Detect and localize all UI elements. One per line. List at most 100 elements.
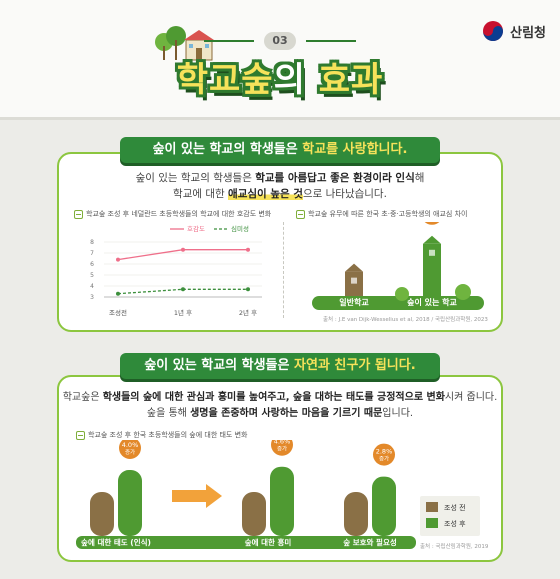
category-label: 숲 보호와 필요성 [343,537,397,547]
bar [90,492,114,536]
data-point [181,287,185,292]
annotation-text: 증가 [277,445,287,453]
bar [423,243,441,296]
s2-l1-a: 학교숲은 [62,392,103,403]
category-label: 숲이 있는 학교 [407,297,457,307]
legend-label: 조성 후 [444,519,466,528]
data-point [181,247,185,252]
s1-l2-a: 학교에 대한 [173,188,229,200]
tree-icon [395,287,409,301]
legend-label: 호감도 [187,225,205,233]
bar [242,492,266,536]
annotation-value: 4.6% [274,440,291,446]
ground-strip [76,536,416,549]
chart3-caption-text: 학교숲 조성 후 한국 초등학생들의 숲에 대한 태도 변화 [88,431,248,439]
logo-text: 산림청 [510,25,546,41]
y-tick-label: 4 [90,283,94,290]
tree-icon [455,284,471,300]
section1-source: 출처 : J.E van Dijk-Wesselius et al, 2018 … [323,317,488,323]
bar-roof [345,263,363,272]
section-number: 03 [200,32,360,50]
header: 산림청 03 학교숲의 효과 [0,0,560,120]
section1-banner: 숲이 있는 학교의 학생들은 학교를 사랑합니다. [120,137,440,163]
bar-window [429,249,435,256]
legend-label: 조성 전 [444,503,466,512]
school-illustration [155,26,214,61]
x-tick-label: 조성전 [109,308,127,317]
category-label: 숲에 대한 태도 (인식) [81,537,151,547]
annotation-text: 증가 [125,448,135,456]
section2-banner-text: 숲이 있는 학교의 학생들은 [144,358,295,373]
data-point [116,257,120,262]
data-point [246,287,250,292]
title-part-2: 의 [273,60,306,100]
legend-swatch [426,518,438,528]
ground-strip [312,296,484,310]
taegeuk-icon [483,21,504,41]
x-tick-label: 1년 후 [174,308,192,317]
page-title: 학교숲의 효과 [160,52,400,101]
divider-right [306,40,356,42]
annotation-bubble [424,222,440,225]
annotation-value: 2.8% [376,448,393,456]
forest-service-logo[interactable]: 산림청 [482,20,546,42]
section1-banner-text: 숲이 있는 학교의 학생들은 [152,142,303,157]
section2-line1: 학교숲은 학생들의 숲에 대한 관심과 흥미를 높여주고, 숲을 대하는 태도를… [60,389,500,406]
document-icon [76,430,85,440]
category-label: 일반학교 [339,297,369,307]
chart2-caption: 학교숲 유무에 따른 한국 초·중·고등학생의 애교심 차이 [296,209,467,219]
section1-line1: 숲이 있는 학교의 학생들은 학교를 아름답고 좋은 환경이라 인식해 [60,170,500,187]
section2-banner: 숲이 있는 학교의 학생들은 자연과 친구가 됩니다. [120,353,440,379]
chart2-caption-text: 학교숲 유무에 따른 한국 초·중·고등학생의 애교심 차이 [308,210,468,218]
y-tick-label: 8 [90,239,94,246]
legend-swatch [426,502,438,512]
annotation-bubble [271,440,293,456]
chart-divider [283,222,284,318]
x-tick-label: 2년 후 [239,308,257,317]
s1-l1-b: 학교를 아름답고 좋은 환경이라 인식 [255,172,415,184]
s2-l2-b: 생명을 존중하며 사랑하는 마음을 기르기 때문 [190,408,383,419]
section1-banner-highlight: 학교를 사랑합니다. [302,142,408,157]
s2-l2-c: 입니다. [382,408,414,419]
y-tick-label: 7 [90,250,94,257]
s2-l1-b: 학생들의 숲에 대한 관심과 흥미를 높여주고, 숲을 대하는 태도를 긍정적으… [102,392,445,403]
y-tick-label: 6 [90,261,94,268]
s1-l1-a: 숲이 있는 학교의 학생들은 [135,172,256,184]
data-point [116,291,120,296]
bar-window [351,277,357,284]
chart1-caption-text: 학교숲 조성 후 네덜란드 초등학생들의 학교에 대한 호감도 변화 [86,210,272,218]
divider-left [204,40,254,42]
s1-l2-c: 으로 나타났습니다. [302,188,387,200]
s2-l1-c: 시켜 줍니다. [444,392,498,403]
annotation-bubble [373,443,395,466]
annotation-bubble [119,440,141,459]
section2-line2: 숲을 통해 생명을 존중하며 사랑하는 마음을 기르기 때문입니다. [60,405,500,422]
legend-label: 심미성 [231,224,249,233]
s1-l2-b: 애교심이 높은 것 [228,188,303,200]
document-icon [74,209,83,219]
section2-source: 출처 : 국립산림과학원, 2019 [420,544,489,550]
document-icon [296,209,305,219]
bar [345,271,363,296]
title-part-1: 학교숲 [176,60,274,100]
line-chart: 3 4 5 6 7 8 조성전 1년 후 2년 후 호감도 심미성 [90,224,262,317]
y-tick-label: 5 [90,272,94,279]
chart3-caption: 학교숲 조성 후 한국 초등학생들의 숲에 대한 태도 변화 [76,430,247,440]
arrow-body [172,490,206,502]
section1-line2: 학교에 대한 애교심이 높은 것으로 나타났습니다. [60,186,500,203]
bar [372,476,396,536]
data-point [246,247,250,252]
y-tick-label: 3 [90,294,94,301]
annotation-value: 4.0% [122,441,139,449]
s2-l2-a: 숲을 통해 [146,408,191,419]
s1-l1-c: 해 [414,172,425,184]
annotation-text: 증가 [379,455,389,463]
bar [118,470,142,536]
title-part-3: 효과 [305,60,384,100]
category-label: 숲에 대한 흥미 [245,537,292,547]
chart1-caption: 학교숲 조성 후 네덜란드 초등학생들의 학교에 대한 호감도 변화 [74,209,271,219]
arrow-head [206,484,222,508]
bar [344,492,368,536]
